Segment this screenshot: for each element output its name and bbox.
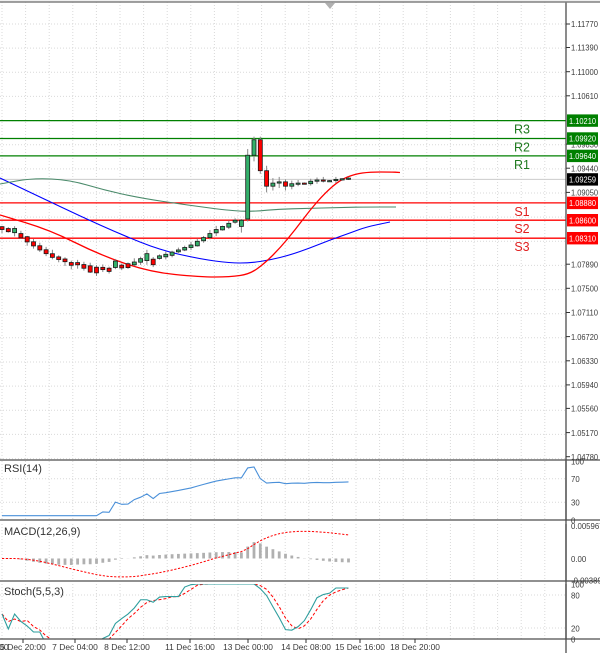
svg-text:R1: R1 xyxy=(514,158,530,172)
svg-text:S2: S2 xyxy=(514,222,529,236)
svg-text:1.10210: 1.10210 xyxy=(569,117,597,126)
svg-text:1.05170: 1.05170 xyxy=(571,429,599,438)
svg-text:R3: R3 xyxy=(514,123,530,137)
svg-text:MACD(12,26,9): MACD(12,26,9) xyxy=(4,526,80,538)
svg-text:20: 20 xyxy=(571,624,580,633)
svg-text:100: 100 xyxy=(571,580,585,589)
svg-text:70: 70 xyxy=(571,475,580,484)
svg-text:1.11770: 1.11770 xyxy=(571,20,599,29)
svg-text:1.11390: 1.11390 xyxy=(571,44,599,53)
svg-text:1.09640: 1.09640 xyxy=(569,152,597,161)
svg-text:1.09440: 1.09440 xyxy=(571,164,599,173)
svg-text:S3: S3 xyxy=(514,240,529,254)
svg-text:1.05940: 1.05940 xyxy=(571,381,599,390)
svg-text:8 Dec 12:00: 8 Dec 12:00 xyxy=(104,642,150,652)
svg-text:1.08880: 1.08880 xyxy=(569,199,597,208)
svg-text:Stoch(5,5,3): Stoch(5,5,3) xyxy=(4,586,64,598)
svg-text:15 Dec 16:00: 15 Dec 16:00 xyxy=(335,642,385,652)
svg-text:1.09259: 1.09259 xyxy=(569,176,596,185)
svg-text:1.07890: 1.07890 xyxy=(571,260,599,269)
svg-text:0: 0 xyxy=(571,635,576,644)
svg-text:1.06330: 1.06330 xyxy=(571,357,599,366)
svg-text:1.10610: 1.10610 xyxy=(571,92,599,101)
svg-text:1.09920: 1.09920 xyxy=(569,135,597,144)
svg-text:14 Dec 08:00: 14 Dec 08:00 xyxy=(281,642,331,652)
svg-text:30: 30 xyxy=(571,499,580,508)
svg-text:1.07110: 1.07110 xyxy=(571,309,599,318)
svg-text:0.005967: 0.005967 xyxy=(571,522,600,531)
svg-text:1.06720: 1.06720 xyxy=(571,333,599,342)
svg-text:80: 80 xyxy=(571,591,580,600)
svg-text:100: 100 xyxy=(571,457,585,466)
svg-text:1.07500: 1.07500 xyxy=(571,285,599,294)
svg-text:1.08310: 1.08310 xyxy=(569,234,597,243)
svg-text:RSI(14): RSI(14) xyxy=(4,463,42,475)
svg-text:1.05560: 1.05560 xyxy=(571,405,599,414)
svg-text:13 Dec 00:00: 13 Dec 00:00 xyxy=(223,642,273,652)
svg-text:S1: S1 xyxy=(514,205,529,219)
svg-text:1.11000: 1.11000 xyxy=(571,68,599,77)
svg-text:7 Dec 04:00: 7 Dec 04:00 xyxy=(52,642,98,652)
svg-text:5 Dec 20:00: 5 Dec 20:00 xyxy=(0,642,46,652)
svg-text:R2: R2 xyxy=(514,141,530,155)
svg-text:0.00: 0.00 xyxy=(571,555,587,564)
svg-text:1.08600: 1.08600 xyxy=(569,216,597,225)
svg-text:11 Dec 16:00: 11 Dec 16:00 xyxy=(165,642,215,652)
svg-text:1.09050: 1.09050 xyxy=(571,189,599,198)
svg-text:18 Dec 20:00: 18 Dec 20:00 xyxy=(390,642,440,652)
